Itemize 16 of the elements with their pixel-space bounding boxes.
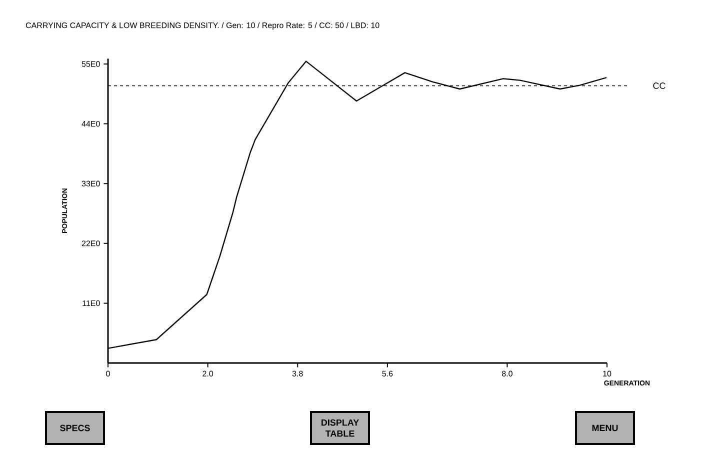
chart-title: CARRYING CAPACITY & LOW BREEDING DENSITY. / Gen: 10 / Repro Rate: 5 / CC: 50 / LBD: 10 [26,22,380,30]
x-tick-label: 2.0 [202,370,214,376]
text: SPECS [60,424,90,432]
y-tick-label: 44E0 [82,120,100,127]
x-tick-label: 8.0 [502,370,512,376]
ref-line-label: CC [653,82,666,89]
y-tick-label: 22E0 [82,240,100,246]
text: MENU [592,424,618,432]
text: DISPLAY TABLE [322,419,359,437]
x-tick-label: 10 [603,370,612,376]
x-tick-label: 0 [106,370,110,376]
y-tick-label: 11E0 [82,300,100,306]
x-tick-label: 3.8 [292,370,303,376]
y-tick-label: 55E0 [82,61,100,67]
y-tick-label: 33E0 [82,180,100,186]
x-tick-label: 5.6 [382,370,393,376]
